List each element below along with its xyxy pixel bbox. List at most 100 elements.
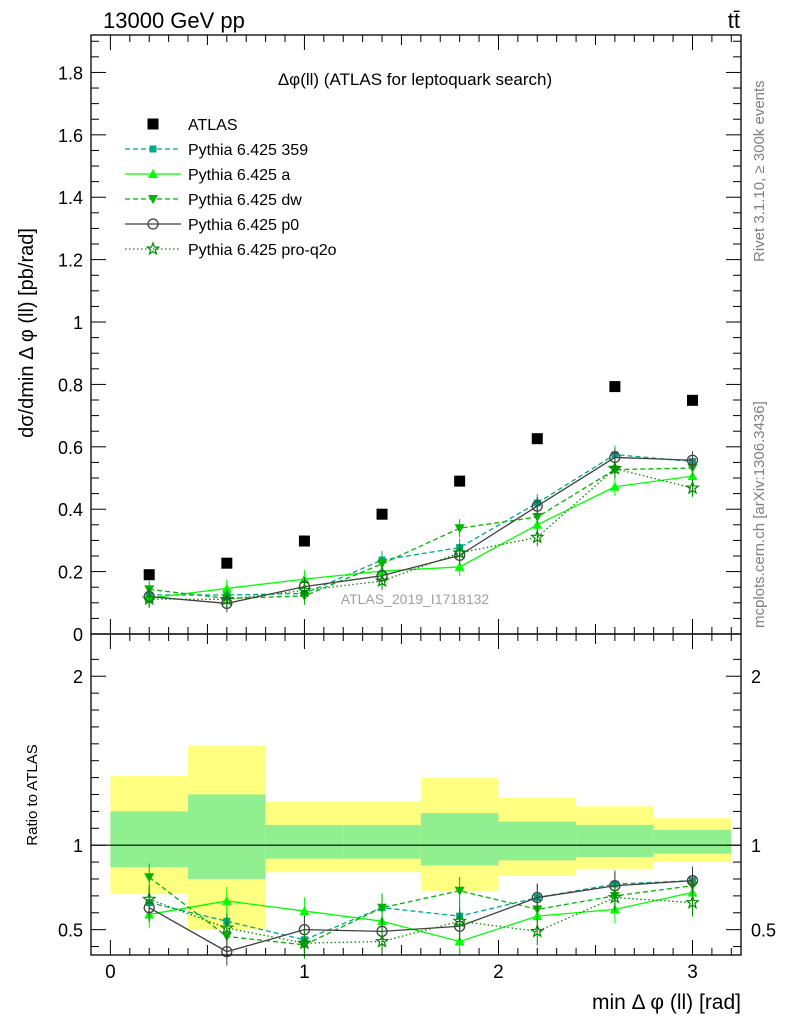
y-tick-label: 0.4 <box>58 500 83 520</box>
series-point <box>609 481 620 491</box>
series-point <box>686 454 699 466</box>
series-line-0 <box>149 453 693 596</box>
ratio-series-line-1 <box>149 891 693 943</box>
legend-marker-2 <box>148 195 158 204</box>
legend-marker-4 <box>145 241 161 256</box>
ratio-series-line-0 <box>149 880 693 941</box>
atlas-data-point <box>531 433 543 445</box>
y-tick-label: 1.4 <box>58 188 83 208</box>
series-point <box>454 524 465 534</box>
legend-label-4: Pythia 6.425 pro-q2o <box>188 242 337 259</box>
series-point <box>377 559 388 569</box>
ratio-panel: 0 1 2 3 0.5 0.5 1 1 2 2 <box>58 634 776 983</box>
x-tick-label: 3 <box>687 962 698 983</box>
mcplots-label: mcplots.cern.ch [arXiv:1306.3436] <box>751 401 768 628</box>
series-point <box>221 583 232 593</box>
ratio-series-point <box>221 895 232 905</box>
ratio-series-point <box>452 913 468 928</box>
x-tick-label: 0 <box>105 962 116 983</box>
y-tick-label: 0 <box>73 625 83 645</box>
ratio-series-point <box>377 903 388 913</box>
ratio-y-tick-label-right: 0.5 <box>751 921 776 941</box>
x-tick-label: 1 <box>299 962 310 983</box>
ratio-series-point <box>454 936 465 946</box>
x-axis-label: min Δ φ (ll) [rad] <box>592 991 741 1014</box>
ratio-series-point <box>531 891 543 904</box>
legend: ATLAS Pythia 6.425 359 Pythia 6.425 a Pythi… <box>125 117 337 259</box>
series-point <box>297 582 312 597</box>
ratio-series-line-3 <box>148 880 693 953</box>
atlas-data-point <box>221 557 233 569</box>
ratio-series-point <box>297 935 312 950</box>
series-point <box>531 500 543 512</box>
analysis-watermark: ATLAS_2019_I1718132 <box>341 591 490 607</box>
atlas-data-point <box>686 394 698 406</box>
ratio-series-point <box>374 933 390 948</box>
ratio-y-tick-label: 1 <box>73 836 83 856</box>
series-point <box>607 460 623 475</box>
ratio-band-green <box>343 824 421 859</box>
y-tick-label: 1.2 <box>58 251 83 271</box>
ratio-frame <box>90 633 742 956</box>
series-line-2 <box>149 467 693 600</box>
atlas-data-point <box>376 508 388 520</box>
atlas-data-point <box>298 535 310 547</box>
ratio-series-point <box>685 894 700 909</box>
y-tick-label: 0.8 <box>58 375 83 395</box>
ratio-band-green <box>188 794 266 879</box>
process-label: tt̄ <box>728 8 740 33</box>
legend-label-0: Pythia 6.425 359 <box>188 142 308 159</box>
ratio-band-green <box>110 811 189 868</box>
rivet-label: Rivet 3.1.10, ≥ 300k events <box>751 80 768 262</box>
series-point <box>454 561 465 571</box>
ratio-band-green <box>420 813 499 866</box>
ratio-series-point <box>221 945 233 958</box>
series-point <box>685 480 700 495</box>
ratio-band-green <box>265 824 344 859</box>
ratio-band-green <box>498 821 577 861</box>
legend-marker-1 <box>148 169 158 178</box>
legend-label-atlas: ATLAS <box>188 117 238 134</box>
ratio-series-point <box>454 886 465 896</box>
energy-label: 13000 GeV pp <box>103 8 245 33</box>
ratio-series-point <box>529 923 545 938</box>
ratio-series-line-4 <box>148 896 693 944</box>
series-point <box>529 529 545 544</box>
series-point <box>219 591 235 606</box>
plot-title: Δφ(ll) (ATLAS for leptoquark search) <box>278 70 552 89</box>
series-line-3 <box>149 456 693 605</box>
ratio-band-green <box>653 829 732 854</box>
panel-frames <box>90 34 742 956</box>
y-tick-label: 0.2 <box>58 563 83 583</box>
series-point <box>374 573 390 588</box>
atlas-data-point <box>609 381 621 393</box>
ratio-series-point <box>219 920 235 935</box>
x-tick-label: 2 <box>493 962 504 983</box>
atlas-data-point <box>143 569 155 581</box>
legend-marker-atlas <box>147 118 159 130</box>
ratio-y-tick-label-right: 2 <box>751 667 761 687</box>
ratio-bands <box>110 745 732 930</box>
series-point <box>452 545 468 560</box>
y-tick-label: 1.6 <box>58 126 83 146</box>
ratio-series-point <box>144 873 155 883</box>
y-tick-label: 1.8 <box>58 63 83 83</box>
legend-label-1: Pythia 6.425 a <box>188 167 290 184</box>
ratio-y-tick-label-right: 1 <box>751 836 761 856</box>
y-axis-label: dσ/dmin Δ φ (ll) [pb/rad] <box>16 228 38 438</box>
ratio-series-point <box>607 889 623 904</box>
y-tick-label: 1 <box>73 313 83 333</box>
legend-label-2: Pythia 6.425 dw <box>188 192 302 209</box>
series-layer <box>141 381 700 966</box>
legend-marker-0 <box>149 145 157 153</box>
atlas-data-point <box>454 475 466 487</box>
y-tick-label: 0.6 <box>58 438 83 458</box>
ratio-y-tick-label: 0.5 <box>58 921 83 941</box>
ratio-y-axis-label: Ratio to ATLAS <box>24 744 41 845</box>
ratio-series-point <box>299 906 310 916</box>
main-panel: 0 0.2 0.4 0.6 0.8 1 1.2 1.4 1.6 1.8 <box>58 35 741 645</box>
series-point <box>532 513 543 523</box>
legend-label-3: Pythia 6.425 p0 <box>188 217 299 234</box>
ratio-series-point <box>686 875 699 887</box>
